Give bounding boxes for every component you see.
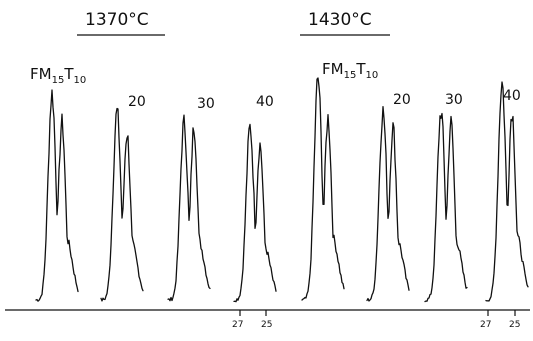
peak-traces [35,77,529,303]
series-label-1370-30: 30 [197,96,215,112]
series-label-1430-30: 30 [445,92,463,108]
peak-trace-1430-40 [485,81,529,302]
peak-trace-1430-30 [424,112,468,303]
series-label-1430-20: 20 [393,92,411,108]
group-title-1370: 1370°C [85,10,149,30]
series-label-1370-20: 20 [128,94,146,110]
series-label-1370-40: 40 [256,94,274,110]
peak-trace-1370-base [35,89,79,302]
peak-trace-1430-base [301,77,345,301]
x-tick-label-1370-27: 27 [232,320,243,330]
x-tick-label-1430-27: 27 [480,320,491,330]
x-tick-label-1370-25: 25 [261,320,272,330]
peak-trace-1370-20 [100,107,144,302]
peak-trace-1430-20 [366,106,410,302]
peak-trace-1370-30 [167,114,211,302]
group-title-1430: 1430°C [308,10,372,30]
sample-label-1370: FM15T10 [30,65,86,86]
peak-trace-1370-40 [233,123,277,303]
x-tick-label-1430-25: 25 [509,320,520,330]
sample-label-1430: FM15T10 [322,60,378,81]
series-label-1430-40: 40 [503,88,521,104]
